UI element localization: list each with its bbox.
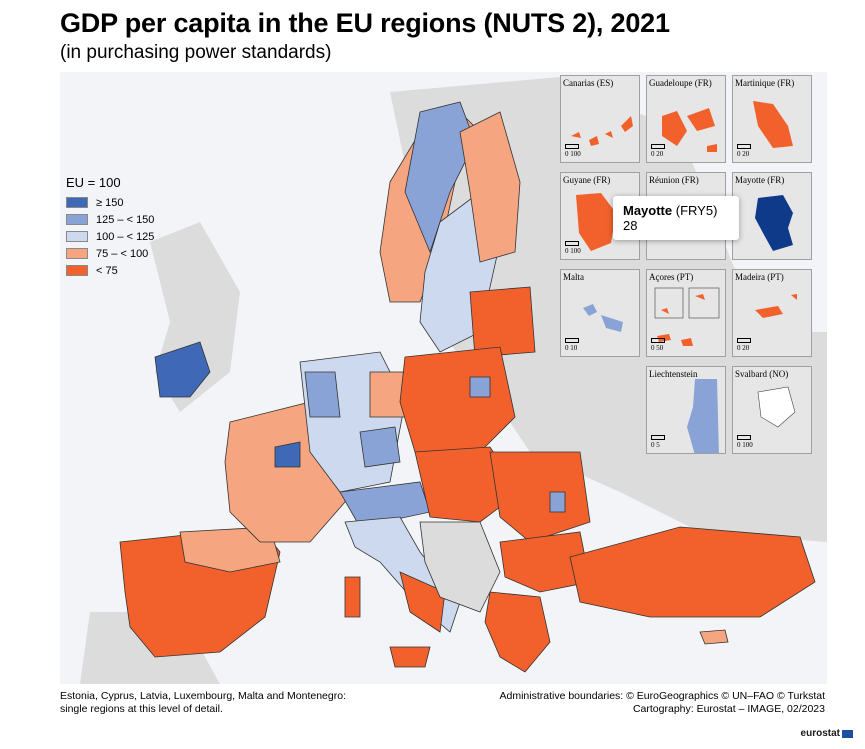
legend: EU = 100 ≥ 150 125 – < 150 100 – < 125 7… — [66, 175, 154, 279]
region-norway-north — [404, 101, 476, 254]
inset-map — [755, 294, 797, 318]
legend-label: < 75 — [96, 264, 118, 277]
legend-label: ≥ 150 — [96, 196, 124, 209]
inset-label: Guadeloupe (FR) — [649, 78, 712, 88]
logo-text: eurostat — [800, 728, 840, 739]
scale-bar: 0 20 — [737, 338, 751, 352]
footnote-line: Cartography: Eurostat – IMAGE, 02/2023 — [632, 703, 825, 715]
legend-item: ≥ 150 — [66, 194, 154, 211]
footnote-left: Estonia, Cyprus, Latvia, Luxembourg, Mal… — [60, 690, 346, 716]
inset-map — [755, 195, 793, 251]
inset-map — [654, 287, 720, 346]
inset-map — [687, 379, 719, 453]
scale-bar: 0 10 — [565, 338, 579, 352]
legend-swatch — [66, 197, 88, 208]
inset-label: Martinique (FR) — [735, 78, 795, 88]
legend-item: 75 – < 100 — [66, 245, 154, 262]
region-ireland — [154, 341, 211, 398]
legend-item: 100 – < 125 — [66, 228, 154, 245]
inset-label: Malta — [563, 272, 584, 282]
inset-label: Canarias (ES) — [563, 78, 614, 88]
region-greece — [484, 591, 551, 673]
inset-mayotte[interactable]: Mayotte (FR) — [732, 172, 812, 260]
inset-label: Mayotte (FR) — [735, 175, 785, 185]
map-subtitle: (in purchasing power standards) — [60, 42, 332, 63]
inset-label: Madeira (PT) — [735, 272, 784, 282]
legend-item: < 75 — [66, 262, 154, 279]
tooltip-region-code: (FRY5) — [675, 203, 718, 218]
scale-bar: 0 5 — [651, 435, 665, 449]
footnote-line: Estonia, Cyprus, Latvia, Luxembourg, Mal… — [60, 690, 346, 702]
scale-bar: 0 20 — [737, 144, 751, 158]
inset-label: Réunion (FR) — [649, 175, 699, 185]
region-finland — [459, 111, 521, 263]
inset-madeira[interactable]: Madeira (PT) 0 20 — [732, 269, 812, 357]
scale-bar: 0 50 — [651, 338, 665, 352]
legend-swatch — [66, 231, 88, 242]
inset-martinique[interactable]: Martinique (FR) 0 20 — [732, 75, 812, 163]
inset-liechtenstein[interactable]: Liechtenstein 0 5 — [646, 366, 726, 454]
scale-bar: 0 100 — [565, 144, 581, 158]
legend-label: 100 – < 125 — [96, 230, 155, 243]
inset-acores[interactable]: Açores (PT) 0 50 — [646, 269, 726, 357]
inset-label: Svalbard (NO) — [735, 369, 789, 379]
eurostat-logo: eurostat — [801, 728, 853, 739]
footnote-line: single regions at this level of detail. — [60, 703, 223, 715]
inset-label: Liechtenstein — [649, 369, 698, 379]
scale-bar: 0 20 — [651, 144, 665, 158]
inset-map — [571, 116, 633, 146]
inset-map — [576, 193, 616, 251]
region-tooltip: Mayotte (FRY5) 28 — [613, 196, 739, 240]
inset-canarias[interactable]: Canarias (ES) 0 100 — [560, 75, 640, 163]
inset-map — [753, 101, 793, 148]
inset-label: Açores (PT) — [649, 272, 694, 282]
inset-svalbard[interactable]: Svalbard (NO) 0 100 — [732, 366, 812, 454]
inset-malta[interactable]: Malta 0 10 — [560, 269, 640, 357]
legend-title: EU = 100 — [66, 175, 121, 190]
legend-label: 75 – < 100 — [96, 247, 149, 260]
inset-map — [662, 108, 717, 152]
region-turkey — [569, 526, 816, 618]
inset-guadeloupe[interactable]: Guadeloupe (FR) 0 20 — [646, 75, 726, 163]
scale-bar: 0 100 — [565, 241, 581, 255]
tooltip-region-name: Mayotte — [623, 203, 673, 218]
footnote-line: Administrative boundaries: © EuroGeograp… — [499, 690, 825, 702]
inset-map — [757, 386, 796, 428]
footnote-right: Administrative boundaries: © EuroGeograp… — [499, 690, 825, 716]
inset-map — [583, 304, 623, 332]
scale-bar: 0 100 — [737, 435, 753, 449]
legend-swatch — [66, 248, 88, 259]
map-title: GDP per capita in the EU regions (NUTS 2… — [60, 8, 670, 38]
tooltip-value: 28 — [623, 218, 638, 233]
inset-guyane[interactable]: Guyane (FR) 0 100 — [560, 172, 640, 260]
eu-flag-icon — [842, 729, 853, 738]
inset-label: Guyane (FR) — [563, 175, 611, 185]
legend-swatch — [66, 214, 88, 225]
legend-swatch — [66, 265, 88, 276]
legend-item: 125 – < 150 — [66, 211, 154, 228]
legend-label: 125 – < 150 — [96, 213, 155, 226]
